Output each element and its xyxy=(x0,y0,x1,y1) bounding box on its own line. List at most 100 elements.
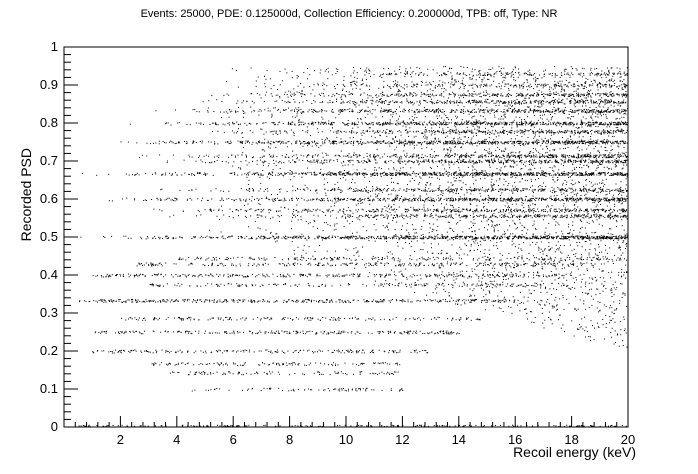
data-point xyxy=(508,199,510,201)
data-point xyxy=(153,364,155,366)
data-point xyxy=(585,197,587,199)
data-point xyxy=(334,188,336,189)
data-point xyxy=(418,284,420,286)
data-point xyxy=(576,216,578,218)
data-point xyxy=(432,200,434,202)
data-point xyxy=(366,215,368,217)
data-point xyxy=(423,283,425,285)
data-point xyxy=(248,188,250,190)
data-point xyxy=(507,197,509,199)
data-point xyxy=(519,198,521,200)
data-point xyxy=(224,332,226,334)
data-point xyxy=(225,331,226,333)
data-point xyxy=(259,285,261,287)
data-point xyxy=(532,265,534,267)
data-point xyxy=(270,373,272,375)
data-point xyxy=(525,188,527,190)
data-point xyxy=(472,259,474,261)
data-point xyxy=(167,238,169,239)
data-point xyxy=(532,264,534,266)
data-point xyxy=(541,209,543,211)
data-point xyxy=(322,317,324,318)
data-point xyxy=(313,214,315,216)
data-point xyxy=(275,330,277,332)
data-point xyxy=(126,425,128,427)
data-point xyxy=(243,276,245,278)
data-point xyxy=(329,301,331,303)
data-point xyxy=(351,389,353,391)
data-point xyxy=(214,259,216,261)
data-point xyxy=(177,362,179,364)
data-point xyxy=(425,283,427,285)
data-point xyxy=(516,263,518,265)
data-point xyxy=(246,350,248,351)
data-point xyxy=(466,199,468,201)
data-point xyxy=(593,199,595,201)
data-point xyxy=(153,364,155,366)
data-point xyxy=(295,350,297,351)
data-point xyxy=(616,259,617,261)
data-point xyxy=(276,352,278,353)
data-point xyxy=(368,197,370,199)
data-point xyxy=(394,371,396,373)
data-point xyxy=(366,285,367,287)
data-point xyxy=(421,256,423,258)
data-point xyxy=(532,425,533,427)
data-point xyxy=(188,264,190,266)
data-point xyxy=(581,210,583,212)
data-point xyxy=(581,190,582,192)
data-point xyxy=(591,198,593,200)
data-point xyxy=(190,262,192,264)
data-point xyxy=(443,216,445,218)
data-point xyxy=(228,258,229,260)
data-point xyxy=(405,283,407,285)
data-point xyxy=(437,208,439,210)
data-point xyxy=(304,300,305,302)
data-point xyxy=(253,263,255,265)
data-point xyxy=(577,237,578,239)
data-point xyxy=(353,373,354,375)
data-point xyxy=(185,259,187,261)
data-point xyxy=(310,258,312,260)
data-point xyxy=(153,319,155,321)
data-point xyxy=(201,373,203,375)
data-point xyxy=(205,259,207,261)
data-point xyxy=(268,351,270,352)
data-point xyxy=(340,352,342,354)
data-point xyxy=(373,373,375,375)
data-point xyxy=(401,300,403,302)
data-point xyxy=(506,273,508,275)
data-point xyxy=(298,235,300,237)
data-point xyxy=(295,190,297,192)
data-point xyxy=(587,236,589,238)
data-point xyxy=(539,216,541,218)
data-point xyxy=(222,199,224,201)
data-point xyxy=(175,300,177,301)
data-point xyxy=(292,217,293,219)
data-point xyxy=(82,425,84,427)
data-point xyxy=(132,301,134,303)
data-point xyxy=(394,285,396,286)
data-point xyxy=(277,330,279,332)
data-point xyxy=(541,259,543,261)
data-point xyxy=(313,372,315,374)
data-point xyxy=(304,364,305,366)
data-point xyxy=(103,236,105,237)
data-point xyxy=(416,275,418,276)
data-point xyxy=(400,332,402,334)
data-point xyxy=(95,275,97,277)
data-point xyxy=(224,238,226,240)
data-point xyxy=(118,299,120,300)
data-point xyxy=(521,198,523,200)
data-point xyxy=(429,276,431,277)
data-point xyxy=(373,362,375,364)
data-point xyxy=(380,237,382,239)
data-point xyxy=(283,363,285,365)
data-point xyxy=(593,256,595,258)
data-point xyxy=(615,188,617,190)
data-point xyxy=(201,275,203,277)
data-point xyxy=(474,199,476,201)
data-point xyxy=(278,189,280,190)
data-point xyxy=(493,263,495,265)
data-point xyxy=(350,236,352,238)
